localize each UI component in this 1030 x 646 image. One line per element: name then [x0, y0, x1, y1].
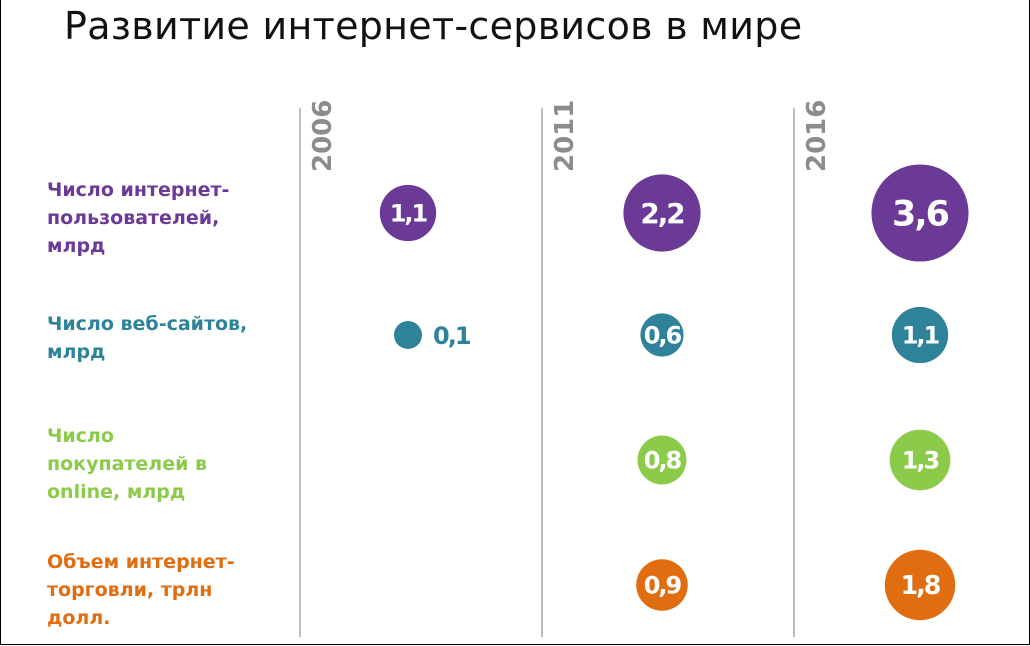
- year-label-2016: 2016: [802, 100, 832, 172]
- row-label-line: покупателей в: [47, 453, 208, 475]
- row-label-line: Число веб-сайтов,: [47, 313, 248, 335]
- bubble-row1-2006: [379, 184, 437, 242]
- row-label-line: Число: [47, 425, 114, 447]
- row-label-line: долл.: [47, 607, 111, 629]
- value-label-row1-2011: 2,2: [640, 197, 683, 230]
- bubble-row4-2016: [884, 549, 956, 621]
- row-label-1: Число интернет-пользователей, млрд: [47, 176, 287, 260]
- bubble-row1-2016: [871, 164, 969, 262]
- value-label-row1-2016: 3,6: [892, 195, 949, 235]
- bubble-row1-2011: [623, 174, 701, 252]
- value-label-row2-2016: 1,1: [902, 322, 940, 350]
- bubble-row4-2011: [636, 559, 688, 611]
- value-label-row2-2011: 0,6: [644, 322, 682, 350]
- row-label-line: пользователей,: [47, 207, 220, 229]
- bubble-row2-2006: [394, 321, 422, 349]
- row-label-line: торговли, трлн: [47, 579, 213, 601]
- bubble-row3-2011: [637, 435, 687, 485]
- year-label-2006: 2006: [308, 100, 338, 172]
- value-label-row4-2016: 1,8: [901, 570, 941, 600]
- value-label-row1-2006: 1,1: [390, 200, 428, 228]
- bubble-row2-2011: [640, 313, 684, 357]
- chart-title: Развитие интернет-сервисов в мире: [64, 4, 803, 48]
- bubble-row3-2016: [889, 429, 951, 491]
- row-label-3: Число покупателей в online, млрд: [47, 422, 287, 506]
- bubble-row2-2016: [891, 306, 949, 364]
- row-label-line: Число интернет-: [47, 179, 230, 201]
- row-label-4: Объем интернет-торговли, трлн долл.: [47, 548, 287, 632]
- value-label-row3-2011: 0,8: [644, 447, 682, 475]
- row-label-line: млрд: [47, 235, 106, 257]
- value-label-row3-2016: 1,3: [902, 447, 939, 475]
- row-label-line: млрд: [47, 341, 106, 363]
- row-label-line: Объем интернет-: [47, 551, 235, 573]
- year-label-2011: 2011: [550, 100, 580, 172]
- row-label-line: online, млрд: [47, 481, 186, 503]
- value-label-row2-2006: 0,1: [433, 322, 471, 350]
- value-label-row4-2011: 0,9: [644, 572, 682, 600]
- row-label-2: Число веб-сайтов, млрд: [47, 310, 287, 366]
